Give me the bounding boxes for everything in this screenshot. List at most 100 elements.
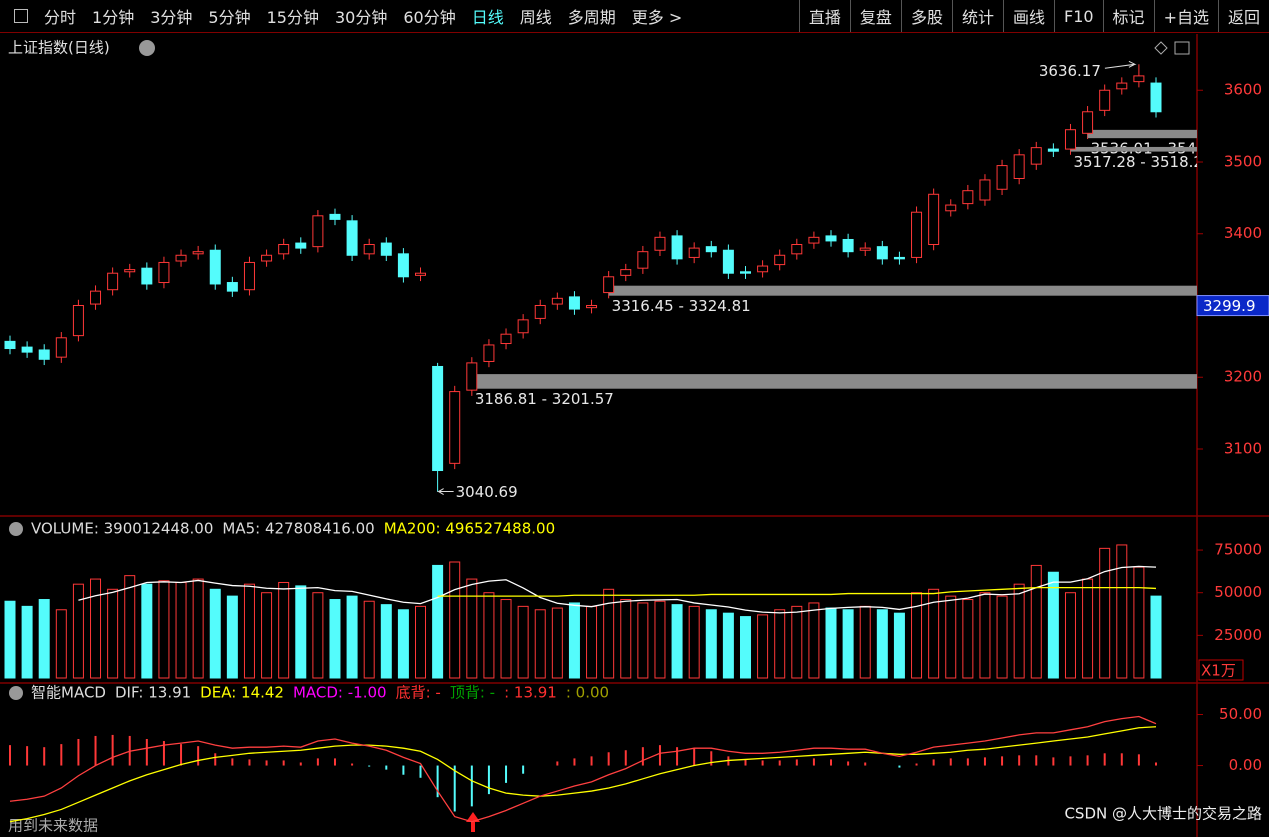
volume-bar xyxy=(620,599,632,679)
panel-icon[interactable] xyxy=(1154,41,1168,55)
volume-bar xyxy=(842,609,854,679)
candle-body xyxy=(1064,129,1076,150)
dropdown-icon[interactable] xyxy=(9,522,23,536)
y-tick-label: 0.00 xyxy=(1229,756,1262,774)
gap-band xyxy=(608,285,1197,296)
chart-title: 上证指数(日线) xyxy=(8,39,110,57)
last-price-label: 3299.9 xyxy=(1203,297,1256,315)
candle-body xyxy=(671,235,683,260)
candle-body xyxy=(363,244,375,255)
tool-button[interactable]: F10 xyxy=(1053,0,1103,32)
candle-body xyxy=(739,271,751,274)
menu-icon[interactable] xyxy=(14,9,28,23)
volume-bar xyxy=(603,588,615,679)
volume-bar xyxy=(893,612,905,679)
candle-body xyxy=(825,235,837,242)
candle-body xyxy=(1047,148,1059,152)
candle-body xyxy=(415,272,427,276)
period-tab[interactable]: 15分钟 xyxy=(266,8,319,27)
tool-buttons: 直播 复盘 多股 统计 画线 F10 标记 +自选 返回 xyxy=(798,0,1269,32)
candle-body xyxy=(72,304,84,337)
volume-bar xyxy=(346,595,358,679)
gap-band xyxy=(1070,146,1197,152)
low-arrow xyxy=(436,488,454,495)
gap-band xyxy=(471,374,1197,389)
candle-body xyxy=(928,193,940,246)
volume-bar xyxy=(654,600,666,679)
volume-bar xyxy=(911,592,923,679)
volume-bar xyxy=(808,602,820,679)
tool-button[interactable]: 多股 xyxy=(900,0,952,32)
volume-bar xyxy=(876,609,888,679)
tool-button[interactable]: +自选 xyxy=(1153,0,1218,32)
tool-button[interactable]: 返回 xyxy=(1217,0,1269,32)
period-tab[interactable]: 1分钟 xyxy=(92,8,135,27)
period-tab[interactable]: 60分钟 xyxy=(403,8,456,27)
period-tab[interactable]: 分时 xyxy=(44,8,77,27)
volume-bar xyxy=(1150,595,1162,679)
candle-body xyxy=(808,236,820,244)
gap-label: 3186.81 - 3201.57 xyxy=(475,390,614,408)
y-tick-label: 3600 xyxy=(1224,81,1262,99)
candle-body xyxy=(603,276,615,294)
candle-body xyxy=(380,242,392,256)
volume-bar xyxy=(1099,547,1111,679)
candle-body xyxy=(893,256,905,260)
candle-body xyxy=(876,246,888,260)
volume-bar xyxy=(1030,564,1042,679)
volume-bar xyxy=(791,605,803,679)
candle-body xyxy=(654,236,666,251)
indicator-readout: VOLUME: 390012448.00 xyxy=(31,520,213,538)
volume-bar xyxy=(432,564,444,679)
candle-body xyxy=(55,337,67,358)
volume-bar xyxy=(380,604,392,679)
volume-bar xyxy=(312,592,324,679)
volume-bar xyxy=(72,583,84,679)
gap-band xyxy=(1087,129,1197,139)
volume-bar xyxy=(483,592,495,679)
volume-bar xyxy=(586,605,598,679)
candle-body xyxy=(192,251,204,255)
volume-bar xyxy=(107,588,119,679)
candle-body xyxy=(945,204,957,212)
period-tab[interactable]: 周线 xyxy=(519,8,552,27)
volume-bar xyxy=(261,592,273,679)
volume-bar xyxy=(534,609,546,679)
period-tab[interactable]: 更多 > xyxy=(631,8,683,27)
candle-body xyxy=(243,261,255,291)
tool-button[interactable]: 复盘 xyxy=(849,0,901,32)
period-tab[interactable]: 3分钟 xyxy=(150,8,193,27)
tool-button[interactable]: 直播 xyxy=(798,0,850,32)
period-tab[interactable]: 多周期 xyxy=(567,8,616,27)
period-tab[interactable]: 30分钟 xyxy=(334,8,388,27)
dropdown-icon[interactable] xyxy=(9,686,23,700)
period-tab[interactable]: 5分钟 xyxy=(208,8,251,27)
candle-body xyxy=(38,349,50,360)
indicator-readout: 底背: - xyxy=(396,684,441,702)
candle-body xyxy=(466,362,478,391)
volume-bar xyxy=(1116,544,1128,679)
dropdown-icon[interactable] xyxy=(139,40,155,56)
volume-bar xyxy=(928,588,940,679)
volume-bar xyxy=(671,604,683,679)
period-tab[interactable]: 日线 xyxy=(471,8,504,27)
volume-bar xyxy=(124,575,136,679)
volume-bar xyxy=(192,578,204,679)
candle-body xyxy=(842,238,854,253)
volume-bar xyxy=(945,595,957,679)
candle-body xyxy=(278,244,290,255)
volume-bar xyxy=(55,609,67,679)
candle-body xyxy=(1099,89,1111,111)
indicator-readout: DIF: 13.91 xyxy=(115,684,191,702)
tool-button[interactable]: 标记 xyxy=(1102,0,1154,32)
watermark: CSDN @人大博士的交易之路 xyxy=(1064,805,1262,823)
volume-bar xyxy=(1133,566,1145,679)
tool-button[interactable]: 统计 xyxy=(951,0,1003,32)
candle-body xyxy=(312,215,324,248)
candle-body xyxy=(791,244,803,255)
volume-bar xyxy=(859,605,871,679)
panel-icon[interactable] xyxy=(1174,41,1190,55)
tool-button[interactable]: 画线 xyxy=(1002,0,1054,32)
